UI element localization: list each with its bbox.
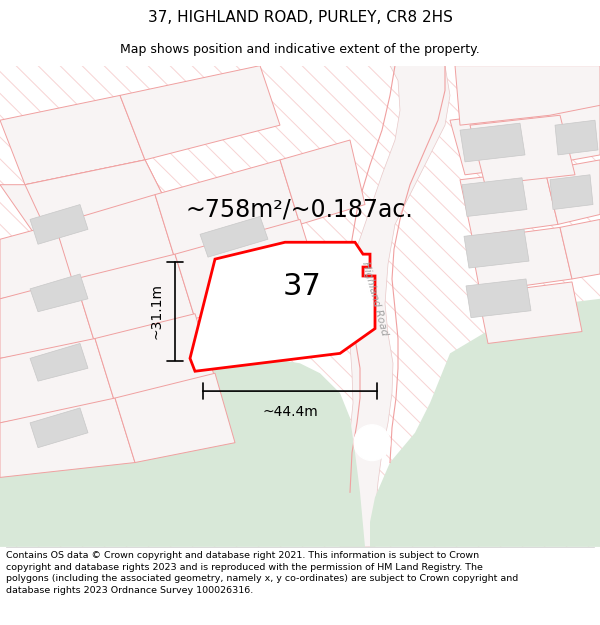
- Text: Highland Road: Highland Road: [361, 261, 389, 337]
- Text: ~758m²/~0.187ac.: ~758m²/~0.187ac.: [185, 198, 413, 221]
- Polygon shape: [340, 66, 450, 547]
- Polygon shape: [462, 177, 527, 216]
- Text: 37: 37: [283, 272, 322, 301]
- Text: ~44.4m: ~44.4m: [262, 405, 318, 419]
- Polygon shape: [464, 229, 529, 268]
- Polygon shape: [530, 101, 600, 165]
- Polygon shape: [30, 408, 88, 447]
- Polygon shape: [478, 282, 582, 344]
- Polygon shape: [460, 170, 558, 236]
- Polygon shape: [280, 140, 365, 224]
- Polygon shape: [120, 66, 280, 160]
- Polygon shape: [560, 219, 600, 279]
- Polygon shape: [466, 279, 531, 318]
- Polygon shape: [235, 246, 305, 297]
- Polygon shape: [460, 123, 525, 162]
- Polygon shape: [450, 110, 545, 175]
- Polygon shape: [470, 228, 572, 292]
- Text: ~31.1m: ~31.1m: [149, 283, 163, 339]
- Polygon shape: [55, 194, 175, 289]
- Polygon shape: [550, 175, 593, 209]
- Polygon shape: [190, 242, 375, 371]
- Polygon shape: [545, 160, 600, 224]
- Polygon shape: [0, 160, 175, 249]
- Polygon shape: [0, 96, 145, 185]
- Text: Contains OS data © Crown copyright and database right 2021. This information is : Contains OS data © Crown copyright and d…: [6, 551, 518, 595]
- Polygon shape: [470, 115, 575, 185]
- Polygon shape: [455, 66, 600, 125]
- Polygon shape: [30, 274, 88, 312]
- Polygon shape: [370, 299, 600, 547]
- Polygon shape: [115, 373, 235, 462]
- Polygon shape: [25, 160, 175, 249]
- Polygon shape: [155, 160, 300, 259]
- Polygon shape: [235, 286, 305, 336]
- Polygon shape: [0, 398, 135, 478]
- Polygon shape: [0, 358, 365, 547]
- Polygon shape: [200, 216, 268, 257]
- Polygon shape: [95, 314, 215, 403]
- Polygon shape: [30, 344, 88, 381]
- Polygon shape: [555, 120, 598, 155]
- Polygon shape: [75, 254, 195, 344]
- Text: Map shows position and indicative extent of the property.: Map shows position and indicative extent…: [120, 42, 480, 56]
- Polygon shape: [175, 219, 320, 319]
- Polygon shape: [30, 204, 88, 244]
- Polygon shape: [0, 279, 95, 358]
- Polygon shape: [0, 339, 115, 423]
- Polygon shape: [0, 224, 75, 299]
- Text: 37, HIGHLAND ROAD, PURLEY, CR8 2HS: 37, HIGHLAND ROAD, PURLEY, CR8 2HS: [148, 10, 452, 25]
- Circle shape: [354, 425, 390, 461]
